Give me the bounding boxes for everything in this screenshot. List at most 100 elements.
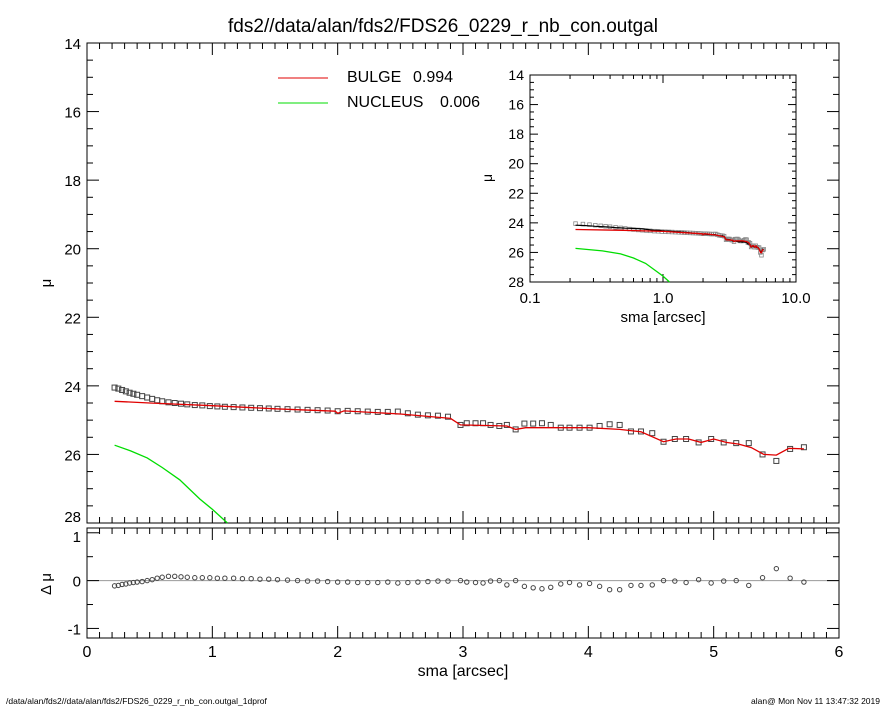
data-point [122,388,129,395]
legend-label-bulge: BULGE [347,69,401,86]
residual-point [521,583,528,590]
data-point [144,394,151,401]
legend-label-nucleus: NUCLEUS [347,94,423,111]
residual-point [720,578,727,584]
residual-point [672,578,678,584]
inset-y-tick-label: 22 [508,185,524,201]
y-tick-label: 22 [64,310,81,327]
x-tick-label: 4 [584,644,593,661]
inset-x-tick-label: 10.0 [781,290,810,307]
residual-point [134,579,140,585]
residual-point [239,575,246,582]
residual-point [445,578,451,584]
residual-y-tick-label: -1 [68,621,81,638]
legend-value-nucleus: 0.006 [440,94,480,111]
y-tick-label: 18 [64,173,81,190]
data-point [404,410,411,417]
y-tick-label: 26 [64,447,81,464]
x-axis-label: sma [arcsec] [418,663,509,680]
legend-value-bulge: 0.994 [413,69,453,86]
residual-point [695,576,702,583]
data-point [384,408,391,415]
data-point [130,390,137,397]
residual-point [395,580,401,586]
residual-point [248,575,254,582]
inset-y-tick-label: 26 [508,244,524,260]
residual-point [759,575,766,581]
main-y-label: μ [38,279,55,288]
inset-x-tick-label: 1.0 [653,290,674,307]
residual-point [207,575,213,581]
x-tick-label: 3 [459,644,468,661]
residual-point [199,575,206,581]
data-point [503,421,510,428]
residual-point [596,583,603,590]
data-point [165,399,172,406]
inset-y-label: μ [479,174,495,182]
data-point [154,397,161,404]
inset-y-tick-label: 28 [508,274,524,290]
residual-point [344,579,351,585]
residual-point [487,578,494,584]
residual-point [801,579,807,585]
residual-point [257,576,263,582]
data-point [773,457,780,464]
residual-point [130,579,137,586]
inset-y-tick-label: 16 [508,97,524,113]
residual-point [415,579,421,585]
residual-point [405,579,411,586]
inset-bulge-line [575,228,764,254]
residual-point [530,585,536,591]
residual-point [773,565,780,572]
data-point [424,412,431,419]
residual-point [660,577,667,584]
residual-plot-frame [86,527,840,639]
inset-y-tick-label: 18 [508,126,524,142]
residual-point [616,586,623,593]
data-point [530,420,537,427]
x-tick-label: 5 [709,644,718,661]
residual-point [324,578,331,585]
inset-data-point [759,253,764,258]
x-tick-label: 6 [835,644,844,661]
residual-point [746,582,752,589]
residual-point [480,580,486,586]
residual-point [222,575,228,581]
residual-point [126,580,133,586]
y-tick-label: 14 [64,36,81,53]
residual-point [192,575,198,581]
residual-point [425,578,431,585]
y-tick-label: 20 [64,242,81,259]
data-point [119,386,126,393]
residual-y-tick-label: 0 [73,574,81,591]
inset-nucleus-line [575,247,670,283]
residual-point [464,579,470,585]
data-point [374,408,381,415]
inset-data-point [587,222,592,227]
residual-point [154,575,160,581]
residual-point [266,576,272,582]
data-point [538,420,545,427]
residual-point [314,578,321,584]
inset-x-tick-label: 0.1 [520,290,541,307]
nucleus-model-line [114,444,228,524]
residual-point [119,581,125,588]
residual-point [558,581,564,587]
footer-right: alan@ Mon Nov 11 13:47:32 2019 [751,696,880,706]
residual-point [230,575,237,581]
residual-point [496,577,503,584]
footer-left: /data/alan/fds2//data/alan/fds2/FDS26_02… [6,696,268,706]
residual-point [576,582,583,588]
residual-point [365,579,371,586]
residual-point [638,582,644,589]
data-point [414,411,421,418]
inset-data-point [760,247,765,253]
data-point [126,389,133,396]
residual-point [304,578,311,584]
data-point [149,395,156,402]
residual-point [139,578,145,585]
residual-point [284,577,291,583]
x-tick-label: 0 [83,644,92,661]
chart-title: fds2//data/alan/fds2/FDS26_0229_r_nb_con… [228,16,658,37]
